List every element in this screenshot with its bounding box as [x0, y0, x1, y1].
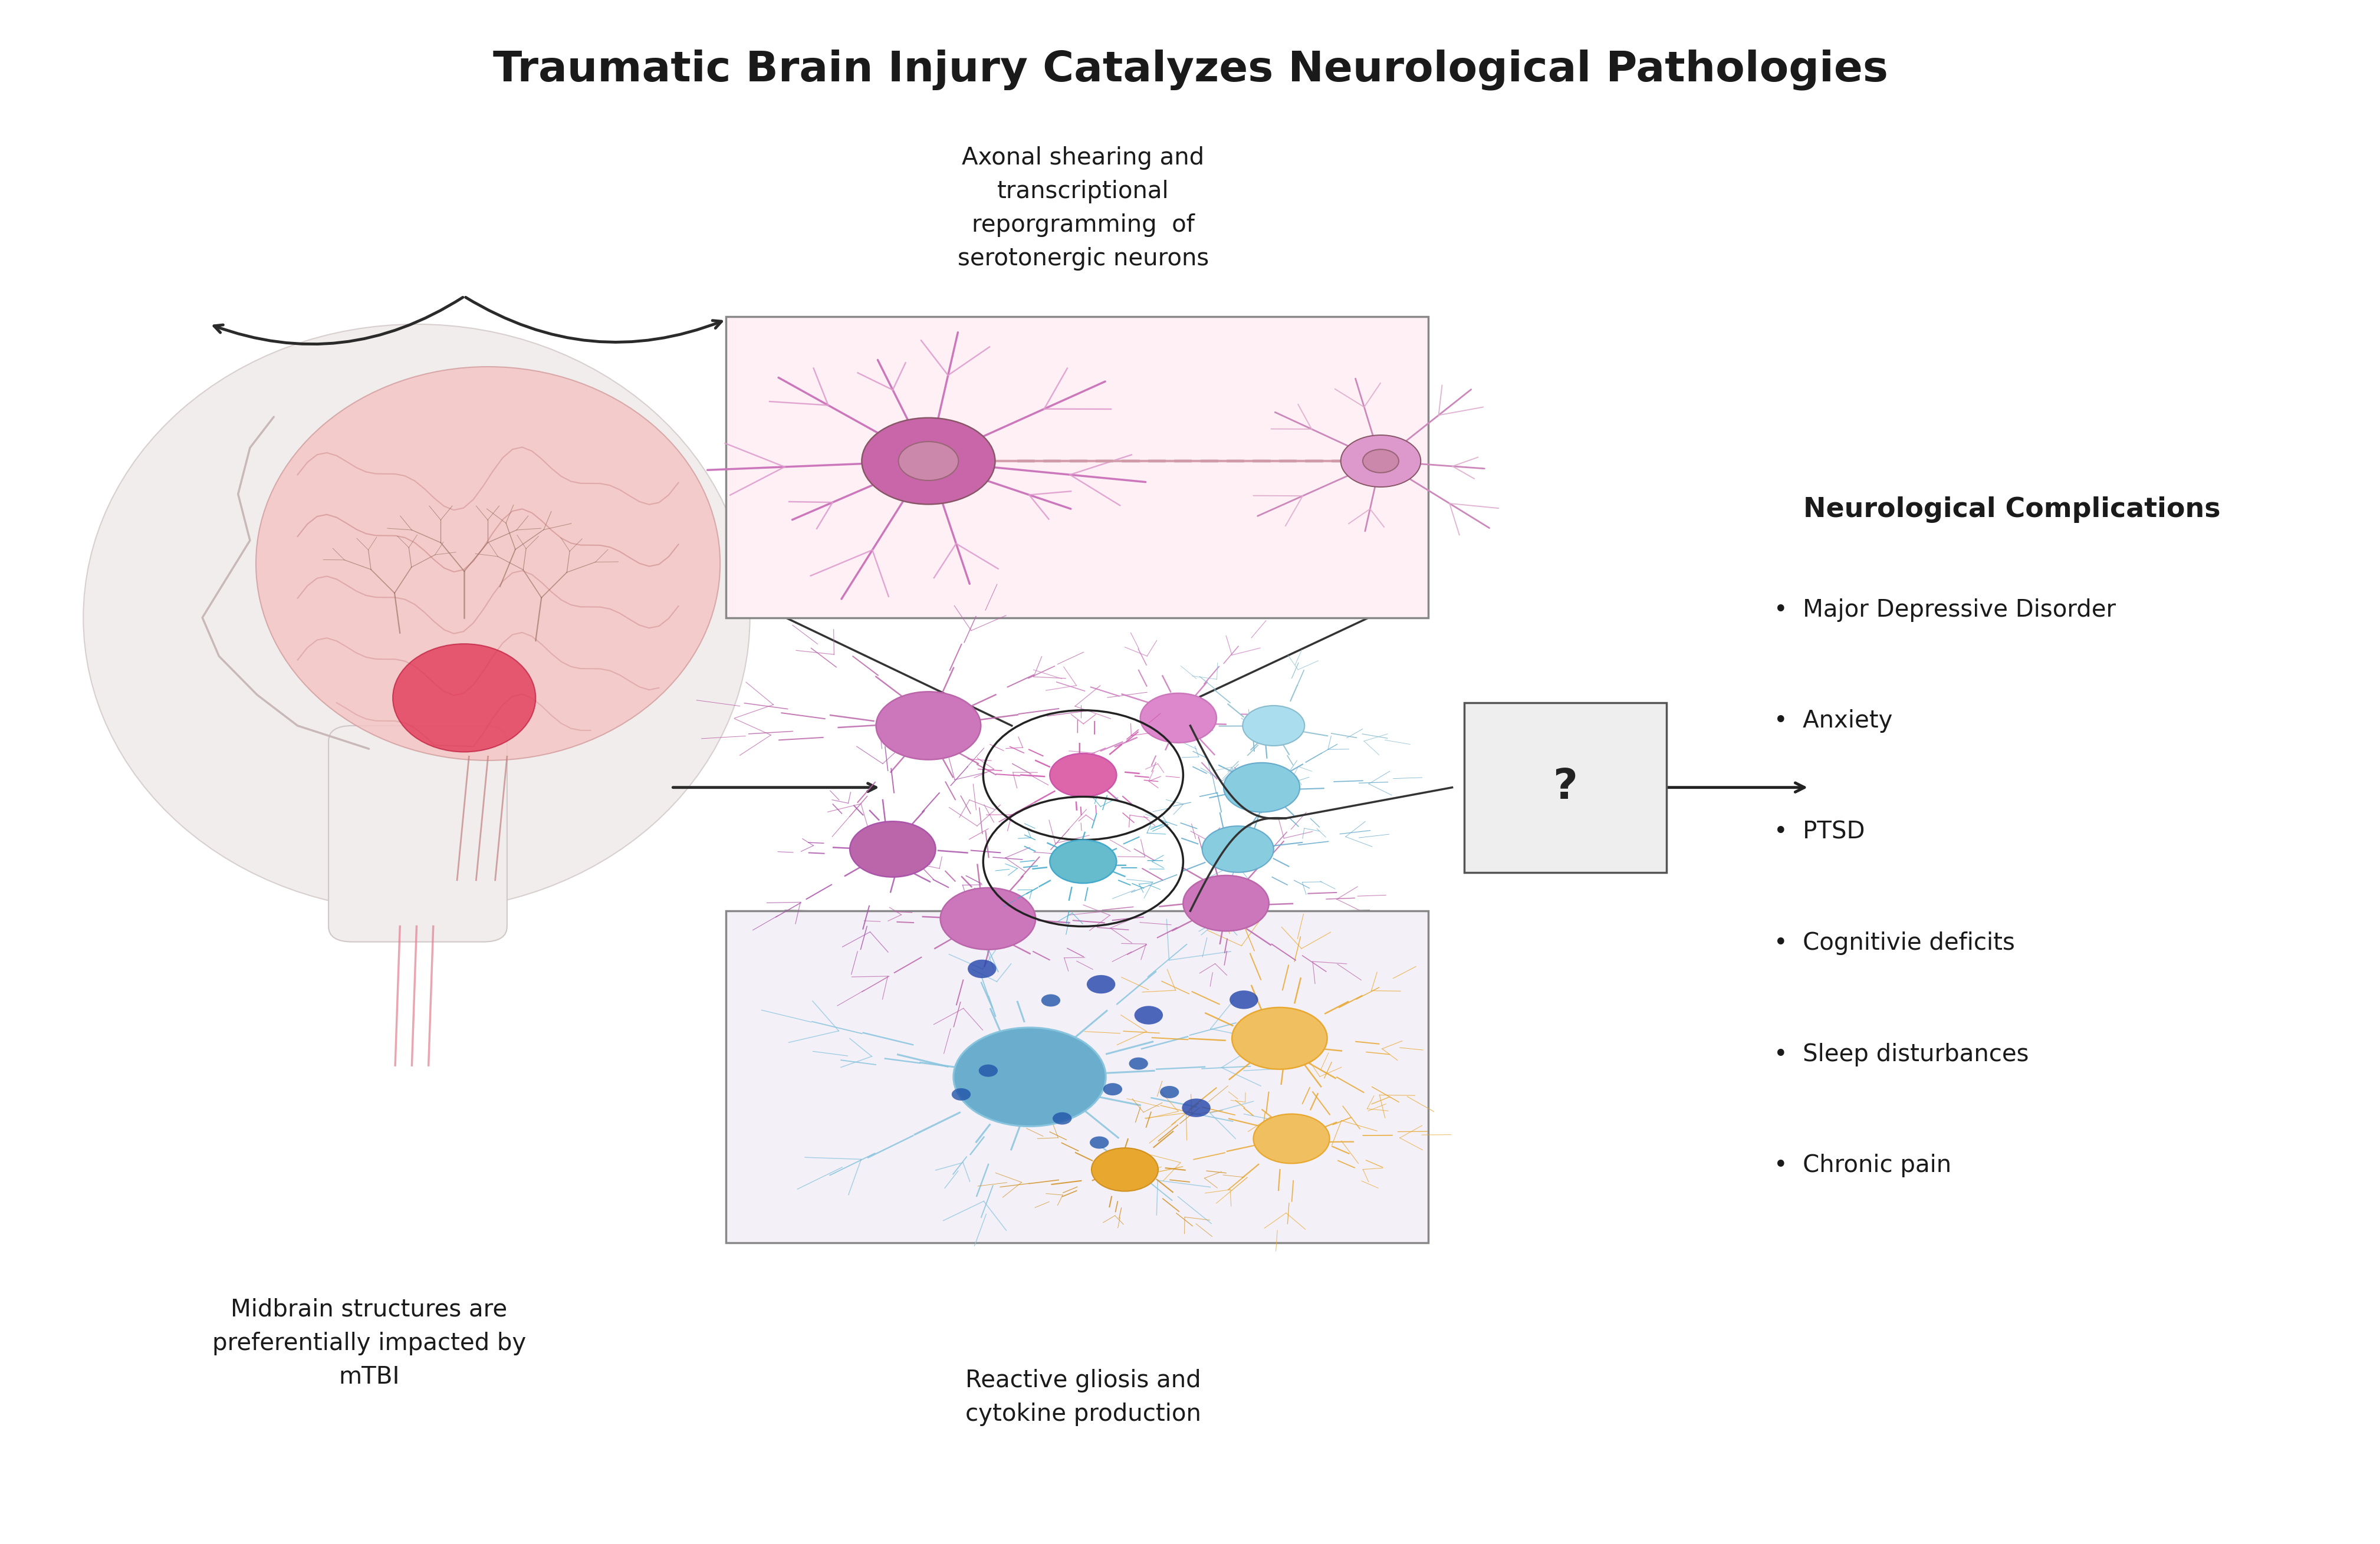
Text: •  Sleep disturbances: • Sleep disturbances — [1773, 1042, 2028, 1067]
Circle shape — [876, 692, 981, 760]
Ellipse shape — [393, 644, 536, 752]
Circle shape — [952, 1028, 1104, 1127]
Circle shape — [862, 418, 995, 505]
Circle shape — [1133, 1007, 1161, 1025]
Circle shape — [1052, 1112, 1071, 1124]
Circle shape — [952, 1089, 971, 1101]
FancyBboxPatch shape — [1464, 703, 1666, 872]
Circle shape — [1223, 763, 1299, 812]
Circle shape — [1088, 976, 1114, 994]
Circle shape — [1040, 994, 1059, 1007]
Text: ?: ? — [1552, 767, 1578, 808]
Circle shape — [1050, 840, 1116, 883]
Text: Traumatic Brain Injury Catalyzes Neurological Pathologies: Traumatic Brain Injury Catalyzes Neurolo… — [493, 49, 1887, 90]
Circle shape — [966, 959, 995, 979]
FancyBboxPatch shape — [726, 317, 1428, 618]
Circle shape — [1228, 991, 1259, 1010]
Text: •  Cognitivie deficits: • Cognitivie deficits — [1773, 931, 2013, 956]
Text: •  Chronic pain: • Chronic pain — [1773, 1153, 1952, 1178]
Circle shape — [1159, 1085, 1178, 1098]
FancyBboxPatch shape — [726, 911, 1428, 1243]
Text: Midbrain structures are
preferentially impacted by
mTBI: Midbrain structures are preferentially i… — [212, 1299, 526, 1388]
Circle shape — [1340, 435, 1421, 486]
Circle shape — [1183, 875, 1269, 931]
Text: Axonal shearing and
transcriptional
reporgramming  of
serotonergic neurons: Axonal shearing and transcriptional repo… — [957, 147, 1209, 270]
Text: •  Major Depressive Disorder: • Major Depressive Disorder — [1773, 598, 2116, 622]
Circle shape — [850, 821, 935, 877]
Circle shape — [1233, 1007, 1328, 1068]
Ellipse shape — [83, 324, 750, 911]
Text: Reactive gliosis and
cytokine production: Reactive gliosis and cytokine production — [964, 1368, 1202, 1427]
Text: •  PTSD: • PTSD — [1773, 820, 1864, 845]
Circle shape — [1140, 693, 1216, 743]
Circle shape — [897, 442, 959, 480]
Circle shape — [1128, 1058, 1147, 1070]
Text: Neurological Complications: Neurological Complications — [1802, 496, 2221, 523]
Circle shape — [1361, 449, 1399, 472]
Circle shape — [1090, 1136, 1109, 1149]
Circle shape — [978, 1064, 997, 1076]
Circle shape — [1090, 1149, 1159, 1192]
Circle shape — [1202, 826, 1273, 872]
Circle shape — [1102, 1082, 1121, 1095]
Circle shape — [1180, 1099, 1209, 1118]
Circle shape — [1252, 1115, 1328, 1164]
Circle shape — [940, 888, 1035, 950]
Ellipse shape — [255, 366, 719, 761]
Circle shape — [1242, 706, 1304, 746]
FancyBboxPatch shape — [328, 726, 507, 942]
Text: •  Anxiety: • Anxiety — [1773, 709, 1892, 733]
Circle shape — [1050, 753, 1116, 797]
